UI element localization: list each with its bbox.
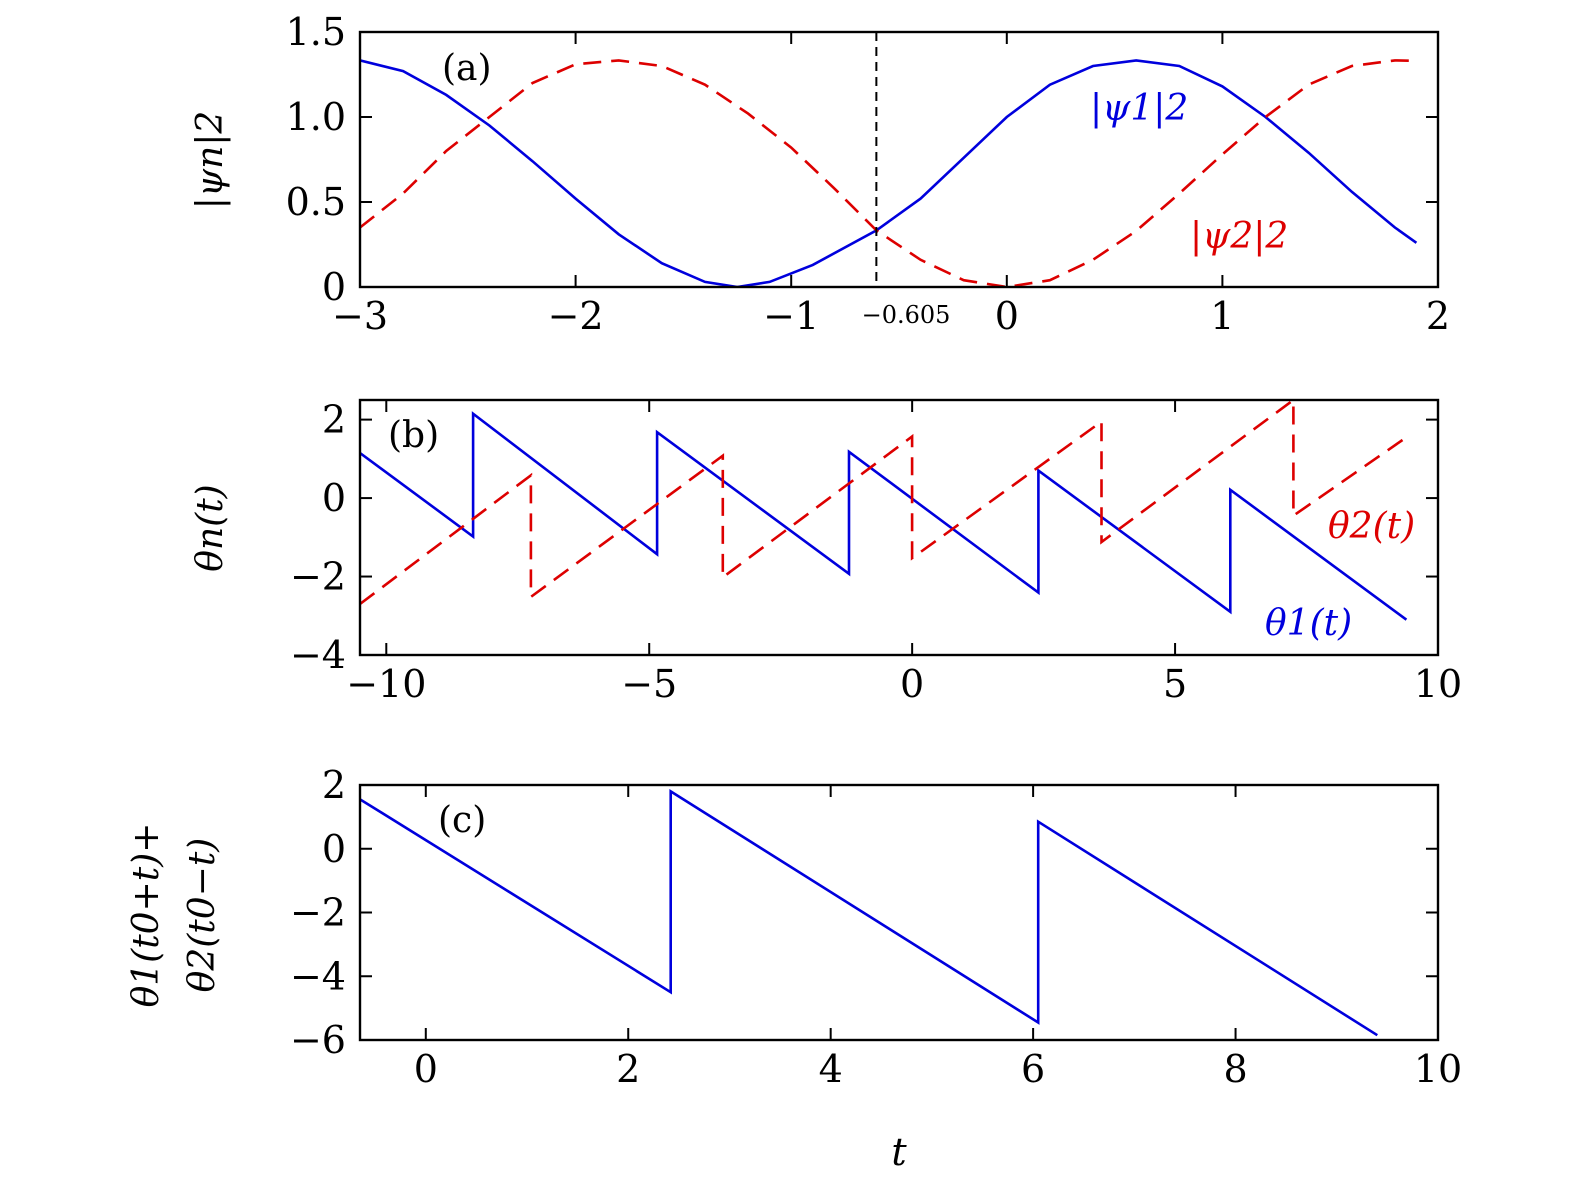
y-tick-label: 0 [322,827,346,871]
y-tick-label: 2 [322,398,346,442]
x-tick-label: −2 [548,294,604,338]
panel-b: −10 −5 0 5 10 −4 −2 0 2 (b) θ2(t) θ1(t) θn(t) [190,398,1462,706]
y-tick-label: −2 [290,555,346,599]
x-tick-label: −3 [332,294,388,338]
theta1-label: θ1(t) [1265,603,1352,644]
panel-a: −3 −2 −1 0 1 2 0 0.5 1.0 1.5 (a) −0.605 |ψ1|2 |ψ2… [190,10,1450,338]
panel-c-ylabel-line2: θ2(t0−t) [182,838,223,993]
x-tick-label: 5 [1163,662,1187,706]
panel-a-frame [358,30,1440,289]
x-tick-label: 1 [1210,294,1234,338]
x-tick-label: 4 [819,1047,843,1091]
y-tick-label: 0 [322,476,346,520]
psi1-label: |ψ1|2 [1090,88,1188,129]
panel-b-series-2-line [360,400,1408,606]
panel-c-frame [358,783,1440,1042]
x-tick-label: 10 [1414,1047,1462,1091]
panel-a-ylabel: |ψn|2 [190,111,231,210]
panel-b-ylabel: θn(t) [190,484,231,571]
y-tick-label: −6 [290,1018,346,1062]
y-tick-label: 2 [322,763,346,807]
y-tick-label: −4 [290,954,346,998]
panel-c-label: (c) [438,800,486,841]
x-tick-label: 2 [1426,294,1450,338]
y-tick-label: −2 [290,891,346,935]
x-tick-label: 0 [900,662,924,706]
x-tick-label: 2 [616,1047,640,1091]
panel-c-series-1-line [360,789,1378,1037]
panel-a-series-1-line [360,59,1418,287]
y-tick-label: 1.5 [286,10,346,54]
panel-c-xlabel: t [891,1130,907,1174]
x-tick-label: 0 [414,1047,438,1091]
panel-b-label: (b) [388,415,439,456]
panel-c-ylabel-line1: θ1(t0+t)+ [126,823,167,1008]
vline-label: −0.605 [862,301,951,329]
y-tick-label: 0 [322,265,346,309]
x-tick-label: 10 [1414,662,1462,706]
y-tick-label: 0.5 [286,180,346,224]
panel-a-series-2-line [360,59,1417,287]
x-tick-label: −10 [346,662,426,706]
x-tick-label: 0 [995,294,1019,338]
x-tick-label: −1 [763,294,819,338]
x-tick-label: −5 [621,662,677,706]
panel-b-frame [358,398,1440,657]
x-tick-label: 8 [1223,1047,1247,1091]
y-tick-label: −4 [290,633,346,677]
y-tick-label: 1.0 [286,95,346,139]
panel-a-label: (a) [442,48,492,89]
panel-b-series-1-line [360,411,1408,621]
x-tick-label: 6 [1021,1047,1045,1091]
theta2-label: θ2(t) [1328,506,1415,547]
panel-c: 0 2 4 6 8 10 −6 −4 −2 0 2 (c) θ1(t0+t)+ θ2(t0−t) t [126,763,1462,1174]
psi2-label: |ψ2|2 [1190,216,1288,257]
